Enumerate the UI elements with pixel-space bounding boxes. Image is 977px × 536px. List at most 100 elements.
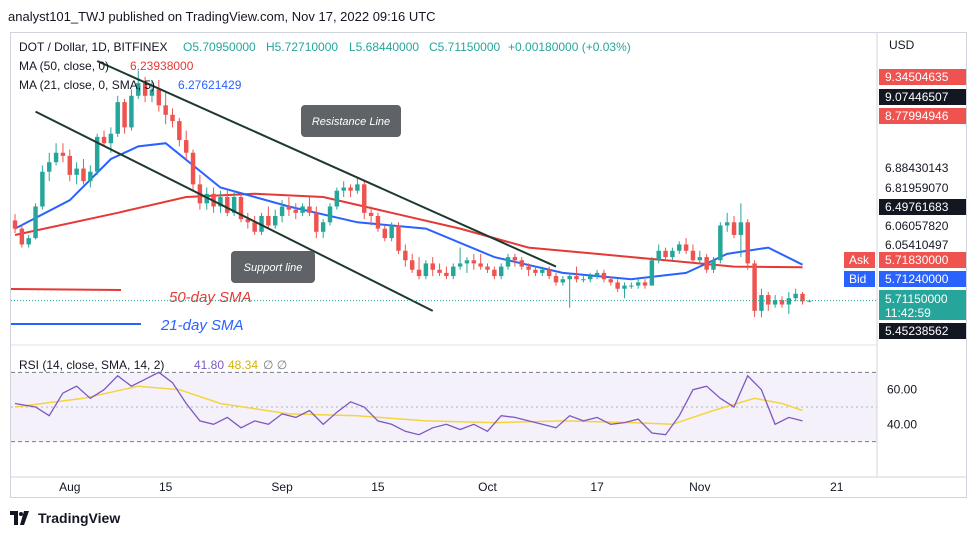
time-label-1: 15 [159,480,173,494]
candle-body [314,212,319,232]
price-axis[interactable]: USD [876,33,915,477]
candle [505,253,511,270]
price-label-3-bg [879,160,966,176]
candle [348,184,353,197]
candle [156,79,162,112]
time-axis[interactable]: Aug 15 Sep 15 Oct 17 Nov 21 [59,480,844,494]
ask-price-bg [879,252,966,268]
candle-body [533,269,538,273]
candle [245,212,251,229]
candle [560,276,566,286]
candle-body [519,260,524,267]
legend-ma50-value: 6.23938000 [130,59,194,73]
candle-body [471,260,477,264]
candle-body [272,215,278,226]
candle-body [670,250,675,258]
candle-body [430,263,435,270]
bid-badge [844,271,875,287]
candle [553,272,559,286]
candle-body [149,89,155,96]
candle [74,162,79,185]
candle [272,209,278,229]
candle-body [766,295,771,305]
rsi-lines [14,371,803,436]
candle [546,266,552,280]
candle-body [12,220,18,229]
candle [649,257,655,286]
candle [293,203,298,220]
legend-ma21-label: MA (21, close, 0, SMA, 5) [19,78,155,92]
candle-body [252,222,257,232]
candle-body [266,215,271,226]
candle-body [505,257,511,267]
candle [177,117,182,147]
ask-price: 5.71830000 [879,252,966,268]
last-price-bg [879,290,966,320]
resistance-label: Resistance Line [312,116,390,128]
candle [485,263,490,273]
rsi-axis-label-1: 40.00 [887,417,917,431]
candle-body [553,276,559,283]
candle-body [498,266,504,277]
candle-body [115,102,120,134]
candle [286,197,292,216]
candle-body [355,184,360,191]
price-label-4: 6.81959070 [879,180,966,196]
candle-body [677,244,682,251]
tradingview-logo-icon [10,511,29,525]
candle-body [81,168,86,182]
candle [731,215,737,239]
sma50-label: 50-day SMA [169,289,252,306]
candle-body [711,260,716,270]
candle-body [601,272,607,280]
candle [752,260,757,318]
candle [389,222,394,242]
candle-body [300,206,305,213]
price-label-0-text: 9.34504635 [885,70,949,84]
candle-body [608,279,614,283]
candle [779,296,785,308]
rsi-hidden-icon: ∅ ∅ [263,358,287,372]
candle-body [540,269,545,273]
candle-body [190,152,196,185]
candle-body [129,95,134,128]
candle-body [177,121,182,141]
bid-price-bg [879,271,966,287]
legend-close: C5.71150000 [429,40,501,54]
candle-body [793,293,798,299]
time-label-5: 17 [590,480,604,494]
candle [101,130,107,147]
candle-body [362,184,367,213]
candle [430,257,435,277]
candle-body [594,272,600,277]
candle [663,247,668,261]
price-label-1-text: 9.07446507 [885,90,949,104]
sma21-label: 21-day SMA [160,317,244,334]
candle-body [478,263,483,267]
candle-body [101,136,107,144]
candle-body [759,295,764,311]
candle-body [683,244,689,251]
currency-label: USD [889,38,915,52]
candle [252,215,257,235]
candle [704,253,709,273]
candle-body [47,162,52,172]
candle [94,133,100,175]
candle-body [560,279,566,283]
candle [498,263,504,280]
footer-brand[interactable]: TradingView [38,510,121,526]
candle-body [786,298,792,305]
candle-body [588,276,593,280]
candle-body [656,250,661,261]
candle [19,224,25,248]
candle-body [718,225,723,261]
support-label: Support line [244,262,303,274]
candle [218,190,223,213]
candle-body [745,222,750,264]
candle [629,282,634,289]
candle-body [622,285,627,289]
candle [190,149,196,191]
resistance-callout: Resistance Line [301,105,401,137]
candle-body [772,300,778,305]
candle-body [225,197,230,213]
